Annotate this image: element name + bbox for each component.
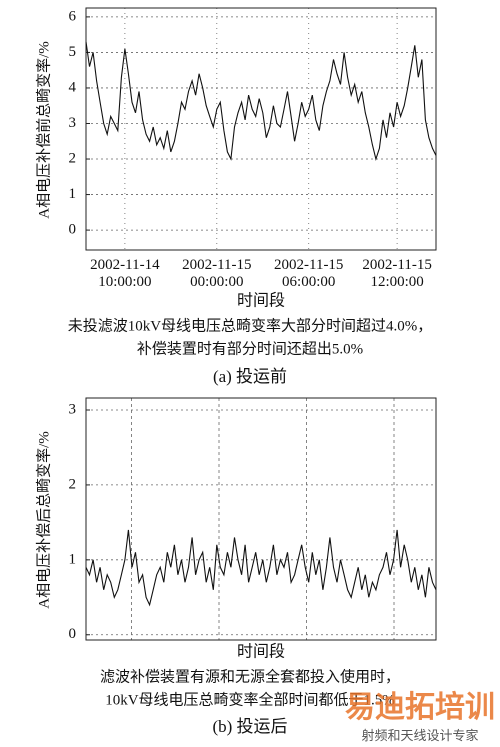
y-tick-label: 1 [69, 551, 77, 567]
series-line [85, 41, 437, 161]
x-tick-label: 2002-11-14 10:00:00 [90, 257, 160, 290]
x-axis-label: 时间段 [237, 292, 285, 310]
watermark-title: 易迪拓培训 [345, 690, 495, 724]
plot-frame [85, 397, 437, 641]
y-tick-label: 5 [69, 44, 77, 60]
caption: 滤波补偿装置有源和无源全套都投入使用时， [100, 667, 400, 685]
series-line [85, 529, 437, 607]
y-axis-label: A相电压补偿后总畸变率/% [35, 431, 52, 609]
y-tick-label: 1 [69, 186, 77, 202]
x-tick-label: 2002-11-15 00:00:00 [182, 257, 252, 290]
watermark-subtitle: 射频和天线设计专家 [361, 728, 478, 743]
y-tick-label: 3 [69, 401, 77, 417]
x-tick-label: 2002-11-15 06:00:00 [274, 257, 344, 290]
y-tick-label: 3 [69, 115, 77, 131]
y-axis-label: A相电压补偿前总畸变率/% [35, 41, 52, 219]
subcaption: (a) 投运前 [213, 367, 287, 386]
y-tick-label: 2 [69, 150, 77, 166]
x-tick-label: 2002-11-15 12:00:00 [362, 257, 432, 290]
caption: 未投滤波10kV母线电压总畸变率大部分时间超过4.0%， [68, 317, 433, 334]
caption: 10kV母线电压总畸变率全部时间都低于1.5% [105, 690, 395, 708]
x-axis-label: 时间段 [237, 643, 285, 661]
y-tick-label: 6 [69, 8, 77, 24]
y-tick-label: 0 [69, 222, 77, 238]
y-tick-label: 2 [69, 476, 77, 492]
caption: 补偿装置时有部分时间还超出5.0% [137, 340, 363, 357]
subcaption: (b) 投运后 [212, 717, 287, 736]
y-tick-label: 0 [69, 626, 77, 642]
y-tick-label: 4 [69, 79, 77, 95]
plot-frame [85, 7, 437, 251]
